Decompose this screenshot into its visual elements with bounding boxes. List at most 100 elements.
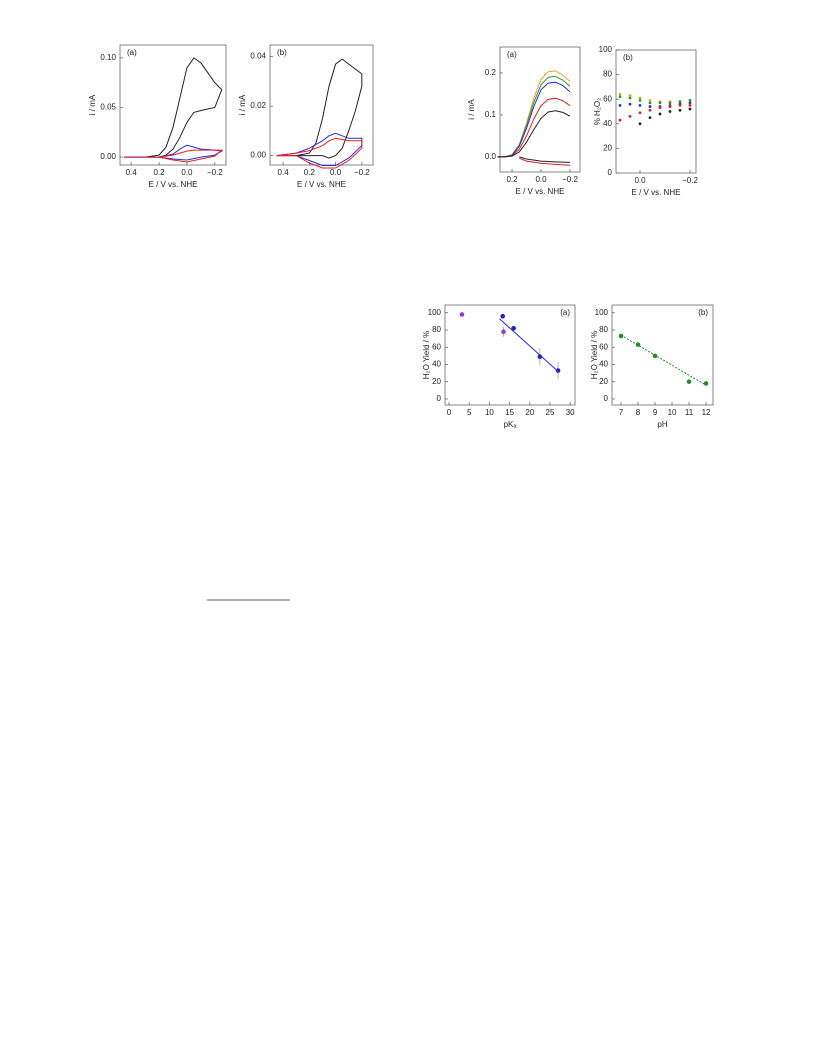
y-tick-label: 40 <box>599 360 608 369</box>
data-point <box>648 99 652 102</box>
y-tick-label: 0.10 <box>100 53 116 62</box>
data-line <box>519 156 571 163</box>
x-axis-label: E / V vs. NHE <box>516 187 565 196</box>
x-tick-label: 0.4 <box>126 168 138 177</box>
x-tick-label: 8 <box>636 408 641 417</box>
y-axis-label: i / mA <box>88 94 97 115</box>
data-point <box>628 94 632 97</box>
x-tick-label: 25 <box>546 408 555 417</box>
y-tick-label: 80 <box>432 325 441 334</box>
data-point <box>555 368 561 373</box>
x-tick-label: 0.0 <box>330 168 342 177</box>
data-point <box>658 101 662 105</box>
x-tick-label: −0.2 <box>682 176 698 185</box>
x-axis-label: E / V vs. NHE <box>297 180 346 189</box>
y-tick-label: 0.05 <box>100 103 116 112</box>
data-line <box>276 137 363 169</box>
data-point <box>638 122 642 126</box>
plot-frame <box>615 49 697 174</box>
data-point <box>648 101 652 105</box>
x-tick-label: 11 <box>685 408 694 417</box>
data-line <box>124 149 224 163</box>
x-tick-label: 0.4 <box>278 168 290 177</box>
x-tick-label: 9 <box>653 408 658 417</box>
y-tick-label: 0.2 <box>485 68 497 77</box>
x-tick-label: 7 <box>619 408 624 417</box>
panel-label: (b) <box>277 48 287 57</box>
x-tick-label: 30 <box>566 408 575 417</box>
y-tick-label: 20 <box>599 377 608 386</box>
x-axis-label: pKₐ <box>504 420 518 429</box>
y-axis-label: H₂O Yield / % <box>422 331 431 379</box>
y-tick-label: 100 <box>428 308 442 317</box>
data-point <box>638 99 642 102</box>
data-point <box>459 312 465 317</box>
x-axis-label: E / V vs. NHE <box>632 188 681 197</box>
x-tick-label: 0.0 <box>535 175 547 184</box>
data-line <box>497 110 571 158</box>
y-tick-label: 0 <box>437 394 442 403</box>
plot-frame <box>119 44 227 166</box>
data-point <box>658 106 662 110</box>
data-point <box>688 99 692 102</box>
data-point <box>686 379 692 385</box>
y-tick-label: 80 <box>599 325 608 334</box>
panel-label: (b) <box>623 53 633 62</box>
data-point <box>678 100 682 104</box>
y-tick-label: 40 <box>432 360 441 369</box>
data-point <box>511 325 516 331</box>
y-axis-label: % H₂O₂ <box>593 98 602 126</box>
y-tick-label: 20 <box>603 144 612 153</box>
data-line <box>124 57 223 158</box>
y-tick-label: 0.00 <box>100 152 116 161</box>
data-point <box>500 313 506 319</box>
data-point <box>628 96 632 100</box>
plot-frame <box>269 44 374 166</box>
data-point <box>628 102 632 106</box>
data-point <box>703 381 709 386</box>
y-tick-label: 0 <box>604 394 609 403</box>
data-point <box>652 353 658 359</box>
data-point <box>658 112 662 116</box>
plot-frame <box>611 304 714 406</box>
x-axis-label: E / V vs. NHE <box>149 180 198 189</box>
y-tick-label: 60 <box>603 94 612 103</box>
data-point <box>618 103 622 107</box>
y-tick-label: 100 <box>599 45 613 54</box>
x-tick-label: 10 <box>485 408 494 417</box>
x-tick-label: −0.2 <box>562 175 578 184</box>
x-tick-label: 0.0 <box>181 168 193 177</box>
y-tick-label: 0.02 <box>250 101 266 110</box>
x-tick-label: 20 <box>525 408 534 417</box>
data-point <box>618 95 622 99</box>
y-tick-label: 0.1 <box>485 110 497 119</box>
data-line <box>499 318 559 372</box>
y-tick-label: 60 <box>432 342 441 351</box>
x-tick-label: 0.2 <box>506 175 518 184</box>
x-tick-label: 0.2 <box>153 168 165 177</box>
y-tick-label: 40 <box>603 119 612 128</box>
data-point <box>688 107 692 111</box>
x-tick-label: 0.0 <box>634 176 646 185</box>
data-point <box>501 329 506 335</box>
y-tick-label: 0.00 <box>250 151 266 160</box>
data-point <box>638 96 642 100</box>
data-point <box>668 105 672 108</box>
x-tick-label: 5 <box>467 408 472 417</box>
x-tick-label: 12 <box>702 408 711 417</box>
data-point <box>648 116 652 120</box>
x-tick-label: 0.2 <box>304 168 316 177</box>
data-point <box>688 103 692 107</box>
y-tick-label: 20 <box>432 377 441 386</box>
data-point <box>668 110 672 113</box>
data-point <box>618 118 622 122</box>
x-axis-label: pH <box>657 420 667 429</box>
panel-label: (a) <box>127 48 137 57</box>
data-point <box>638 111 642 115</box>
y-tick-label: 0.04 <box>250 52 266 61</box>
y-tick-label: 100 <box>595 308 609 317</box>
data-point <box>648 105 652 108</box>
y-tick-label: 0 <box>608 168 613 177</box>
plot-frame <box>444 304 576 406</box>
